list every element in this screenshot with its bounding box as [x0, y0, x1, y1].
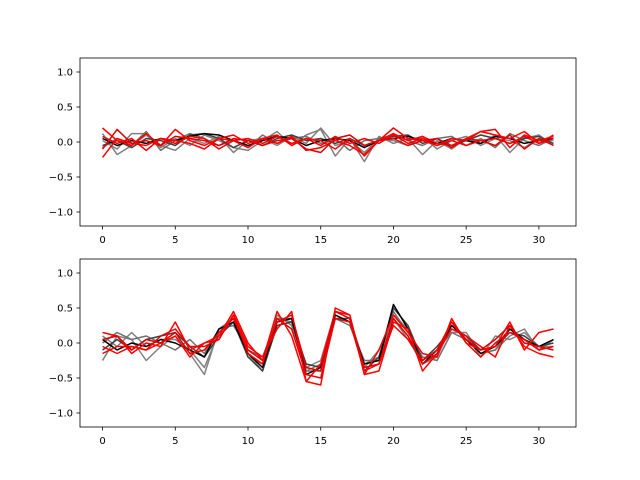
y-tick-label: 0.5	[57, 304, 73, 315]
y-tick-label: −1.0	[49, 409, 73, 420]
top-chart-panel: 0 5 10 15 20 25 30 −1.0 −0.5 0.0 0.5 1.0	[49, 57, 577, 246]
y-tick-label: −1.0	[49, 208, 73, 219]
series-line-8	[102, 134, 554, 152]
x-tick-label: 25	[460, 436, 473, 447]
x-tick-label: 5	[172, 235, 178, 246]
x-tick-label: 15	[314, 436, 327, 447]
x-tick-label: 10	[242, 436, 255, 447]
y-tick-label: 0.5	[57, 103, 73, 114]
series-line-8	[102, 314, 554, 379]
series-line-4	[102, 132, 554, 149]
series-line-6	[101, 128, 554, 158]
x-tick-label: 20	[387, 235, 400, 246]
bottom-chart-panel: 0 5 10 15 20 25 30 −1.0 −0.5 0.0 0.5 1.0	[49, 258, 577, 447]
series-group	[101, 303, 554, 386]
series-line-7	[102, 310, 554, 372]
series-line-7	[101, 128, 554, 154]
x-tick-label: 25	[460, 235, 473, 246]
x-tick-label: 10	[242, 235, 255, 246]
x-tick-label: 15	[314, 235, 327, 246]
y-tick-label: −0.5	[49, 173, 73, 184]
y-tick-label: −0.5	[49, 374, 73, 385]
x-tick-label: 20	[387, 436, 400, 447]
x-tick-label: 30	[533, 436, 546, 447]
y-tick-label: 1.0	[57, 68, 73, 79]
y-tick-label: 0.0	[57, 339, 73, 350]
x-tick-label: 30	[533, 235, 546, 246]
x-tick-label: 5	[172, 436, 178, 447]
x-tick-label: 0	[99, 235, 105, 246]
y-tick-label: 0.0	[57, 138, 73, 149]
x-tick-label: 0	[99, 436, 105, 447]
series-line-1	[102, 127, 554, 154]
series-group	[101, 127, 554, 163]
y-tick-label: 1.0	[57, 269, 73, 280]
